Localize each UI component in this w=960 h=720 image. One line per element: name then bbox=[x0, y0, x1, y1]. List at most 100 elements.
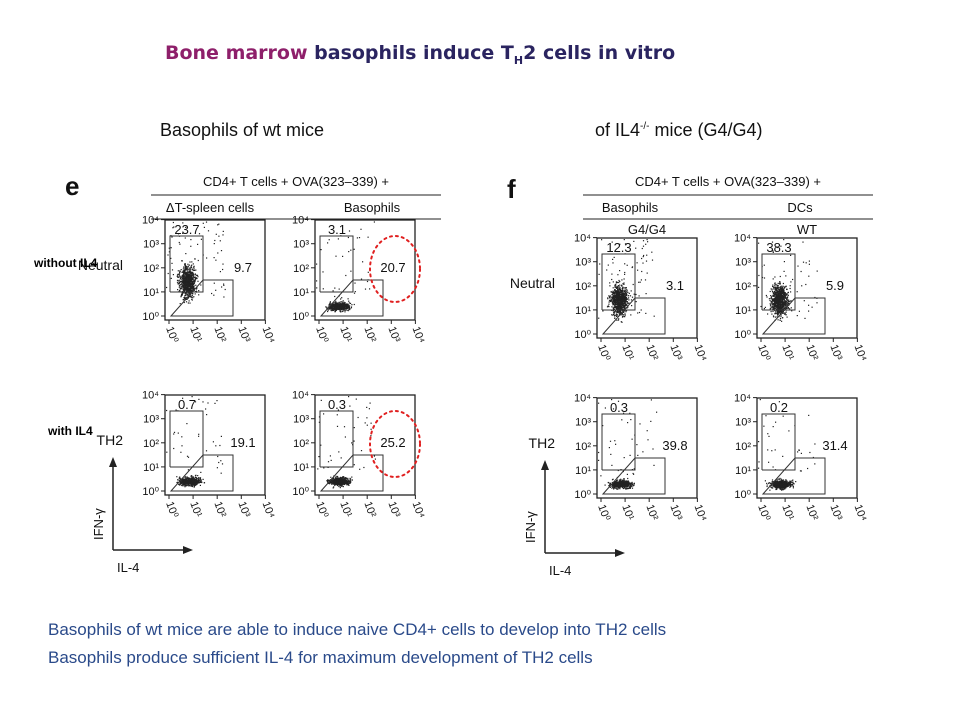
gate-upper-value: 38.3 bbox=[766, 240, 791, 255]
y-tick-label: 10⁴ bbox=[142, 390, 159, 402]
x-axis-label: IL-4 bbox=[117, 560, 139, 575]
y-tick-label: 10⁰ bbox=[574, 329, 591, 341]
x-tick-label: 10³ bbox=[667, 503, 684, 522]
conclusion-line-2: Basophils produce sufficient IL-4 for ma… bbox=[48, 648, 593, 667]
x-tick-label: 10¹ bbox=[779, 503, 796, 522]
x-tick-label: 10³ bbox=[235, 325, 252, 344]
gate-lower bbox=[601, 457, 666, 495]
x-tick-label: 10³ bbox=[235, 500, 252, 519]
x-tick-label: 10³ bbox=[667, 343, 684, 362]
gate-lower bbox=[169, 454, 234, 492]
gate-lower bbox=[761, 297, 826, 335]
y-tick-label: 10³ bbox=[735, 417, 751, 429]
x-tick-label: 10² bbox=[361, 325, 378, 344]
flow-plot-4: 10⁰ 10⁰ 10¹ 10¹ 10² 10² 10³ 10³ 10⁴ 10⁴ 0.3 25.2 bbox=[292, 390, 427, 521]
title-end: 2 cells in vitro bbox=[523, 42, 676, 64]
x-tick-label: 10⁴ bbox=[260, 325, 277, 345]
title-highlight: Bone marrow bbox=[165, 42, 308, 64]
y-tick-label: 10¹ bbox=[575, 305, 591, 317]
y-tick-label: 10² bbox=[575, 441, 591, 453]
gate-upper-value: 3.1 bbox=[328, 222, 346, 237]
y-tick-label: 10³ bbox=[293, 414, 309, 426]
y-tick-label: 10³ bbox=[575, 417, 591, 429]
y-axis-label: IFN-γ bbox=[523, 511, 538, 543]
y-tick-label: 10⁰ bbox=[734, 329, 751, 341]
y-tick-label: 10⁴ bbox=[142, 215, 159, 227]
x-tick-label: 10⁰ bbox=[595, 343, 612, 363]
x-tick-label: 10⁰ bbox=[313, 325, 330, 345]
y-tick-label: 10¹ bbox=[143, 462, 159, 474]
y-tick-label: 10⁴ bbox=[292, 215, 309, 227]
x-tick-label: 10² bbox=[803, 503, 820, 522]
y-tick-label: 10¹ bbox=[143, 287, 159, 299]
panel-header: CD4+ T cells + OVA(323–339) + bbox=[203, 174, 389, 189]
gate-upper-value: 0.3 bbox=[328, 397, 346, 412]
y-tick-label: 10⁰ bbox=[292, 311, 309, 323]
y-tick-label: 10⁰ bbox=[574, 489, 591, 501]
y-tick-label: 10⁰ bbox=[142, 311, 159, 323]
x-tick-label: 10³ bbox=[827, 343, 844, 362]
x-tick-label: 10³ bbox=[827, 503, 844, 522]
flow-plot-3: 10⁰ 10⁰ 10¹ 10¹ 10² 10² 10³ 10³ 10⁴ 10⁴ 0.7 19.1 bbox=[142, 390, 277, 521]
arrowhead bbox=[615, 549, 625, 557]
y-tick-label: 10⁴ bbox=[574, 393, 591, 405]
slide-title: Bone marrow basophils induce TH2 cells i… bbox=[165, 42, 675, 67]
y-tick-label: 10¹ bbox=[735, 305, 751, 317]
scatter-dots bbox=[316, 221, 375, 313]
row-label-without-il4: without IL4 bbox=[34, 256, 98, 270]
gate-upper-value: 0.2 bbox=[770, 400, 788, 415]
y-tick-label: 10¹ bbox=[735, 465, 751, 477]
x-tick-label: 10⁴ bbox=[852, 503, 869, 523]
gate-lower-value: 5.9 bbox=[826, 278, 844, 293]
row-label-neutral: Neutral bbox=[78, 257, 123, 273]
x-tick-label: 10³ bbox=[385, 500, 402, 519]
column-label: Basophils bbox=[602, 200, 659, 215]
flow-plot-2: 10⁰ 10⁰ 10¹ 10¹ 10² 10² 10³ 10³ 10⁴ 10⁴ 38.3 5.9 bbox=[734, 233, 869, 364]
right-heading: of IL4-/- mice (G4/G4) bbox=[595, 120, 763, 141]
gate-lower-value: 39.8 bbox=[662, 438, 687, 453]
highlight-circle bbox=[369, 410, 421, 478]
column-label: Basophils bbox=[344, 200, 401, 215]
gate-lower-value: 25.2 bbox=[380, 435, 405, 450]
flow-plot-1: 10⁰ 10⁰ 10¹ 10¹ 10² 10² 10³ 10³ 10⁴ 10⁴ 12.3 3.1 bbox=[574, 233, 709, 364]
row-label-th2: TH2 bbox=[97, 432, 124, 448]
x-tick-label: 10³ bbox=[385, 325, 402, 344]
gate-upper-value: 0.3 bbox=[610, 400, 628, 415]
y-tick-label: 10² bbox=[293, 438, 309, 450]
y-tick-label: 10² bbox=[293, 263, 309, 275]
y-axis-label: IFN-γ bbox=[91, 508, 106, 540]
y-tick-label: 10³ bbox=[735, 257, 751, 269]
y-tick-label: 10⁰ bbox=[292, 486, 309, 498]
x-tick-label: 10⁰ bbox=[313, 500, 330, 520]
column-sublabel: WT bbox=[797, 222, 817, 237]
y-tick-label: 10³ bbox=[143, 414, 159, 426]
x-tick-label: 10² bbox=[643, 503, 660, 522]
gate-lower-value: 3.1 bbox=[666, 278, 684, 293]
scatter-dots bbox=[598, 239, 655, 323]
y-tick-label: 10³ bbox=[575, 257, 591, 269]
gate-lower bbox=[169, 279, 234, 317]
gate-lower-value: 19.1 bbox=[230, 435, 255, 450]
highlight-circle bbox=[369, 235, 421, 303]
y-tick-label: 10² bbox=[143, 438, 159, 450]
y-tick-label: 10² bbox=[143, 263, 159, 275]
gate-lower-value: 9.7 bbox=[234, 260, 252, 275]
column-label: DCs bbox=[787, 200, 813, 215]
x-tick-label: 10⁰ bbox=[595, 503, 612, 523]
x-tick-label: 10¹ bbox=[337, 325, 354, 344]
panel-letter: f bbox=[507, 174, 516, 204]
x-tick-label: 10¹ bbox=[619, 503, 636, 522]
y-tick-label: 10¹ bbox=[575, 465, 591, 477]
x-tick-label: 10⁰ bbox=[163, 325, 180, 345]
column-label: ΔT-spleen cells bbox=[166, 200, 255, 215]
x-tick-label: 10¹ bbox=[337, 500, 354, 519]
y-tick-label: 10⁰ bbox=[142, 486, 159, 498]
panel-letter: e bbox=[65, 171, 79, 201]
x-tick-label: 10² bbox=[643, 343, 660, 362]
row-label-neutral: Neutral bbox=[510, 275, 555, 291]
left-heading: Basophils of wt mice bbox=[160, 120, 325, 140]
row-label-th2: TH2 bbox=[529, 435, 556, 451]
x-tick-label: 10¹ bbox=[779, 343, 796, 362]
panel-f: f CD4+ T cells + OVA(323–339) + Basophils D… bbox=[507, 174, 873, 578]
